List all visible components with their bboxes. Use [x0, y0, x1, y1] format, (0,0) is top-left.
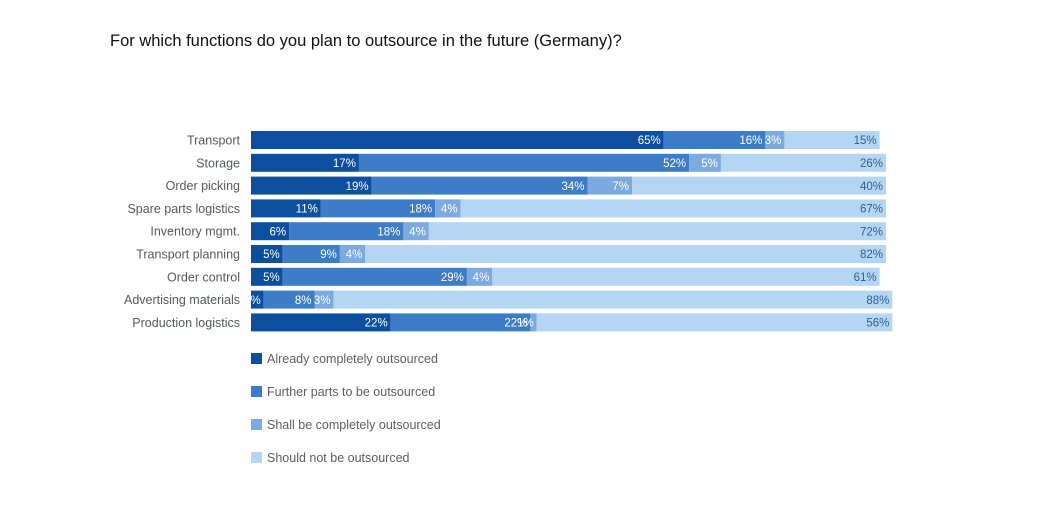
data-label-further-parts-to-be-outsourced-order-control: 29%	[441, 272, 464, 284]
bar-segment-should-not-be-outsourced-order-control	[492, 267, 880, 286]
data-label-already-completely-outsourced-order-picking: 19%	[346, 181, 369, 193]
bar-segment-should-not-be-outsourced-spare-parts-logistics	[460, 199, 886, 218]
bar-segment-further-parts-to-be-outsourced-production-logistics	[390, 313, 531, 332]
legend-label-should-not-be-outsourced: Should not be outsourced	[267, 451, 410, 465]
data-label-should-not-be-outsourced-storage: 26%	[860, 158, 883, 170]
category-label-spare-parts-logistics: Spare parts logistics	[127, 202, 240, 216]
bar-segment-already-completely-outsourced-storage	[251, 153, 359, 172]
bar-segment-further-parts-to-be-outsourced-inventory-mgmt	[289, 222, 404, 241]
data-label-should-not-be-outsourced-inventory-mgmt: 72%	[860, 226, 883, 238]
bar-segment-further-parts-to-be-outsourced-transport-planning	[282, 245, 340, 263]
category-label-transport-planning: Transport planning	[136, 248, 240, 262]
data-label-shall-be-completely-outsourced-transport: 3%	[765, 135, 782, 147]
bar-segment-already-completely-outsourced-transport-planning	[251, 245, 283, 263]
data-label-should-not-be-outsourced-spare-parts-logistics: 67%	[860, 204, 883, 216]
labels-layer: Transport 65% 16% 3% 15%Storage 17% 52% 5% 26%Or…	[124, 134, 889, 330]
data-label-already-completely-outsourced-production-logistics: 22%	[365, 318, 388, 330]
legend-swatch-already-completely-outsourced	[251, 353, 262, 364]
bar-segment-already-completely-outsourced-advertising-materials	[251, 290, 264, 309]
data-label-further-parts-to-be-outsourced-inventory-mgmt: 18%	[377, 226, 400, 238]
data-label-shall-be-completely-outsourced-order-control: 4%	[473, 272, 490, 284]
bar-segment-already-completely-outsourced-production-logistics	[251, 313, 391, 332]
data-label-shall-be-completely-outsourced-order-picking: 7%	[612, 181, 629, 193]
legend-swatch-shall-be-completely-outsourced	[251, 419, 262, 430]
bar-segment-should-not-be-outsourced-advertising-materials	[333, 290, 893, 309]
data-label-should-not-be-outsourced-transport-planning: 82%	[860, 249, 883, 261]
data-label-shall-be-completely-outsourced-spare-parts-logistics: 4%	[441, 204, 458, 216]
data-label-shall-be-completely-outsourced-transport-planning: 4%	[346, 249, 363, 261]
bar-segment-already-completely-outsourced-inventory-mgmt	[251, 222, 290, 241]
data-label-further-parts-to-be-outsourced-advertising-materials: 8%	[295, 295, 312, 307]
data-label-should-not-be-outsourced-order-control: 61%	[854, 272, 877, 284]
data-label-shall-be-completely-outsourced-inventory-mgmt: 4%	[409, 226, 426, 238]
data-label-further-parts-to-be-outsourced-production-logistics: 22%	[504, 318, 527, 330]
category-label-storage: Storage	[196, 156, 240, 170]
data-label-already-completely-outsourced-order-control: 5%	[263, 272, 280, 284]
bar-segment-already-completely-outsourced-spare-parts-logistics	[251, 199, 321, 218]
bar-segment-should-not-be-outsourced-inventory-mgmt	[428, 222, 886, 241]
data-label-already-completely-outsourced-transport: 65%	[638, 135, 661, 147]
chart-title: For which functions do you plan to outso…	[110, 32, 622, 50]
data-label-further-parts-to-be-outsourced-spare-parts-logistics: 18%	[409, 204, 432, 216]
category-label-transport: Transport	[187, 134, 241, 148]
category-label-production-logistics: Production logistics	[132, 316, 240, 330]
bar-segment-shall-be-completely-outsourced-transport	[765, 131, 785, 149]
data-label-shall-be-completely-outsourced-advertising-materials: 3%	[314, 295, 331, 307]
data-label-already-completely-outsourced-advertising-materials: 2%	[244, 295, 261, 307]
bar-segment-already-completely-outsourced-transport	[251, 131, 664, 149]
bar-segment-further-parts-to-be-outsourced-order-control	[282, 267, 467, 286]
data-label-further-parts-to-be-outsourced-storage: 52%	[663, 158, 686, 170]
data-label-already-completely-outsourced-spare-parts-logistics: 11%	[296, 204, 318, 216]
data-label-should-not-be-outsourced-advertising-materials: 88%	[866, 295, 889, 307]
legend-label-already-completely-outsourced: Already completely outsourced	[267, 352, 438, 366]
legend-label-further-parts-to-be-outsourced: Further parts to be outsourced	[267, 385, 435, 399]
bar-segment-further-parts-to-be-outsourced-transport	[663, 131, 766, 149]
category-label-advertising-materials: Advertising materials	[124, 293, 240, 307]
category-label-order-picking: Order picking	[166, 179, 240, 193]
bar-segment-should-not-be-outsourced-transport	[784, 131, 880, 149]
category-label-order-control: Order control	[167, 270, 240, 284]
bar-segment-shall-be-completely-outsourced-storage	[689, 153, 721, 172]
bar-segment-should-not-be-outsourced-order-picking	[632, 176, 886, 195]
bar-segment-shall-be-completely-outsourced-inventory-mgmt	[403, 222, 429, 241]
bar-segment-shall-be-completely-outsourced-advertising-materials	[314, 290, 334, 309]
bar-segment-already-completely-outsourced-order-picking	[251, 176, 372, 195]
legend-swatch-should-not-be-outsourced	[251, 452, 262, 463]
legend-swatch-further-parts-to-be-outsourced	[251, 386, 262, 397]
data-label-should-not-be-outsourced-transport: 15%	[854, 135, 877, 147]
bars-layer	[251, 131, 893, 332]
data-label-already-completely-outsourced-inventory-mgmt: 6%	[269, 226, 286, 238]
data-label-further-parts-to-be-outsourced-order-picking: 34%	[562, 181, 585, 193]
bar-segment-shall-be-completely-outsourced-transport-planning	[339, 245, 366, 263]
legend-label-shall-be-completely-outsourced: Shall be completely outsourced	[267, 418, 441, 432]
data-label-shall-be-completely-outsourced-production-logistics: 1%	[517, 318, 534, 330]
bar-segment-should-not-be-outsourced-transport-planning	[365, 245, 886, 263]
data-label-shall-be-completely-outsourced-storage: 5%	[701, 158, 718, 170]
bar-segment-shall-be-completely-outsourced-order-control	[466, 267, 493, 286]
data-label-already-completely-outsourced-transport-planning: 5%	[263, 249, 280, 261]
bar-segment-already-completely-outsourced-order-control	[251, 267, 283, 286]
data-label-already-completely-outsourced-storage: 17%	[333, 158, 356, 170]
data-label-should-not-be-outsourced-order-picking: 40%	[860, 181, 883, 193]
bar-segment-should-not-be-outsourced-storage	[720, 153, 886, 172]
bar-segment-further-parts-to-be-outsourced-storage	[358, 153, 690, 172]
legend: Already completely outsourced Further par…	[251, 352, 441, 465]
category-label-inventory-mgmt: Inventory mgmt.	[150, 225, 240, 239]
bar-segment-shall-be-completely-outsourced-production-logistics	[530, 313, 537, 332]
bar-segment-shall-be-completely-outsourced-order-picking	[587, 176, 632, 195]
bar-segment-should-not-be-outsourced-production-logistics	[536, 313, 893, 332]
data-label-further-parts-to-be-outsourced-transport: 16%	[739, 135, 762, 147]
data-label-further-parts-to-be-outsourced-transport-planning: 9%	[320, 249, 337, 261]
bar-segment-shall-be-completely-outsourced-spare-parts-logistics	[435, 199, 461, 218]
bar-segment-further-parts-to-be-outsourced-order-picking	[371, 176, 588, 195]
bar-segment-further-parts-to-be-outsourced-spare-parts-logistics	[320, 199, 436, 218]
data-label-should-not-be-outsourced-production-logistics: 56%	[866, 318, 889, 330]
bar-segment-further-parts-to-be-outsourced-advertising-materials	[263, 290, 315, 309]
